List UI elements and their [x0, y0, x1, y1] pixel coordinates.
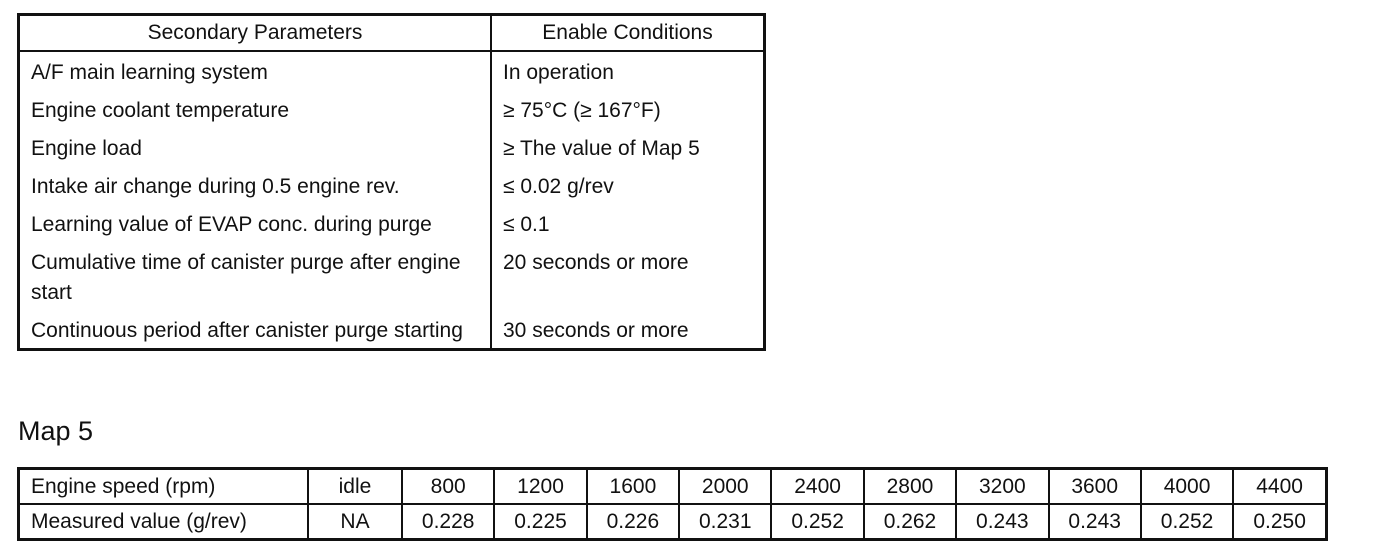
param-cell: Continuous period after canister purge s… — [18, 312, 492, 350]
speed-cell: idle — [307, 467, 403, 505]
speed-cell: 2800 — [862, 467, 958, 505]
speed-cell: 1200 — [493, 467, 588, 505]
value-cell: 0.252 — [770, 503, 865, 541]
column-header-enable-conditions: Enable Conditions — [490, 13, 766, 52]
value-cell: 0.243 — [1047, 503, 1142, 541]
speed-cell: 4000 — [1139, 467, 1235, 505]
measured-value-label: Measured value (g/rev) — [17, 503, 309, 541]
param-cell: Intake air change during 0.5 engine rev. — [18, 168, 492, 206]
value-cell: 0.226 — [585, 503, 681, 541]
condition-cell: ≥ The value of Map 5 — [503, 137, 700, 160]
value-cell: 0.228 — [400, 503, 496, 541]
value-cell: 0.231 — [678, 503, 773, 541]
secondary-parameters-table: Secondary Parameters Enable Conditions A… — [17, 13, 766, 351]
table-header-row: Secondary Parameters Enable Conditions — [17, 13, 766, 52]
speed-cell: 3600 — [1047, 467, 1142, 505]
param-cell: Engine coolant temperature — [18, 92, 492, 130]
speed-cell: 800 — [400, 467, 496, 505]
speed-cell: 4400 — [1232, 467, 1328, 505]
table-row: Engine load ≥ The value of Map 5 — [18, 130, 765, 168]
table-row: Cumulative time of canister purge after … — [18, 244, 765, 312]
table-row: A/F main learning system In operation — [18, 51, 765, 92]
condition-cell: In operation — [503, 61, 614, 84]
engine-speed-label: Engine speed (rpm) — [17, 467, 309, 505]
speed-cell: 3200 — [955, 467, 1050, 505]
param-cell: A/F main learning system — [18, 51, 492, 92]
table-row: Engine coolant temperature ≥ 75°C (≥ 167… — [18, 92, 765, 130]
table-row: Learning value of EVAP conc. during purg… — [18, 206, 765, 244]
map-title: Map 5 — [18, 416, 94, 446]
measured-value-row: Measured value (g/rev) NA 0.228 0.225 0.… — [17, 503, 1328, 541]
map-5-table: Engine speed (rpm) idle 800 1200 1600 20… — [17, 467, 1328, 541]
condition-cell: ≥ 75°C (≥ 167°F) — [503, 99, 661, 122]
value-cell: 0.243 — [955, 503, 1050, 541]
param-cell: Learning value of EVAP conc. during purg… — [18, 206, 492, 244]
speed-cell: 1600 — [585, 467, 681, 505]
value-cell: 0.250 — [1232, 503, 1328, 541]
column-header-secondary-parameters: Secondary Parameters — [17, 13, 492, 52]
table-row: Intake air change during 0.5 engine rev.… — [18, 168, 765, 206]
condition-cell: 20 seconds or more — [503, 251, 689, 274]
param-cell: Engine load — [18, 130, 492, 168]
speed-cell: 2400 — [770, 467, 865, 505]
condition-cell: ≤ 0.02 g/rev — [503, 175, 614, 198]
condition-cell: 30 seconds or more — [503, 319, 689, 342]
param-cell: Cumulative time of canister purge after … — [18, 244, 492, 312]
value-cell: 0.262 — [862, 503, 958, 541]
value-cell: 0.252 — [1139, 503, 1235, 541]
speed-cell: 2000 — [678, 467, 773, 505]
table-row: Continuous period after canister purge s… — [18, 312, 765, 350]
value-cell: NA — [307, 503, 403, 541]
condition-cell: ≤ 0.1 — [503, 213, 550, 236]
engine-speed-row: Engine speed (rpm) idle 800 1200 1600 20… — [17, 467, 1328, 505]
value-cell: 0.225 — [493, 503, 588, 541]
